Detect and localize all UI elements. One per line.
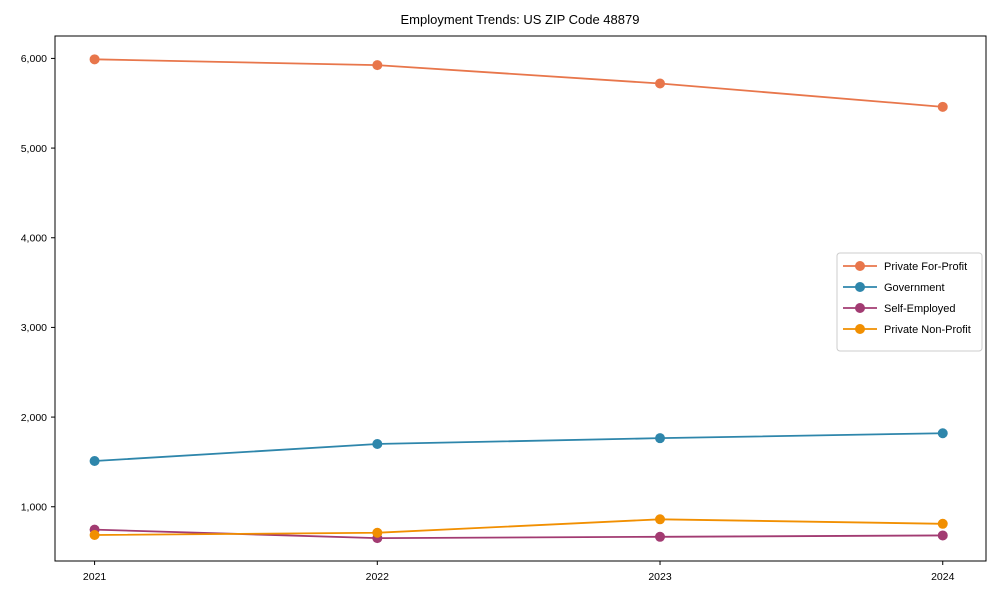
data-point-private-non-profit-2022 [372,527,383,538]
y-axis-tick-label: 3,000 [21,322,47,334]
legend-label-self-employed: Self-Employed [884,303,956,315]
legend-label-private-for-profit: Private For-Profit [884,261,967,273]
legend-marker-self-employed [855,303,865,313]
series-line-government [94,432,943,462]
legend-marker-private-non-profit [855,324,865,334]
y-axis-tick-label: 1,000 [21,502,47,514]
x-axis-tick-label: 2022 [366,571,390,583]
y-axis-tick-label: 2,000 [21,412,47,424]
series-line-private-non-profit [94,518,943,536]
data-point-private-for-profit-2021 [89,54,100,65]
series-line-private-for-profit [94,58,943,108]
data-point-government-2021 [89,456,100,467]
legend-label-private-non-profit: Private Non-Profit [884,324,971,336]
legend-label-government: Government [884,282,945,294]
y-axis-tick-label: 5,000 [21,143,47,155]
data-point-private-for-profit-2024 [937,101,948,112]
x-axis-tick-label: 2024 [931,571,955,583]
plot-area: 1,000 2,000 3,000 4,000 5,000 6,000 2021 2022 20… [21,35,987,583]
chart-title: Employment Trends: US ZIP Code 48879 [401,12,640,27]
data-point-government-2023 [655,433,666,444]
legend-marker-private-for-profit [855,261,865,271]
x-axis-tick-label: 2023 [648,571,672,583]
data-point-private-non-profit-2024 [937,518,948,529]
legend-box [836,252,983,352]
data-point-private-for-profit-2023 [655,78,666,89]
data-point-private-non-profit-2023 [655,514,666,525]
legend: Private For-Profit Government Self-Employe… [836,252,983,352]
data-point-government-2024 [937,428,948,439]
y-axis-tick-label: 6,000 [21,53,47,65]
data-point-self-employed-2024 [937,530,948,541]
x-axis-tick-label: 2021 [83,571,107,583]
data-point-private-non-profit-2021 [89,529,100,540]
data-point-government-2022 [372,438,383,449]
data-point-private-for-profit-2022 [372,60,383,71]
data-point-self-employed-2023 [655,531,666,542]
legend-marker-government [855,282,865,292]
y-axis-tick-label: 4,000 [21,233,47,245]
plot-border [54,35,987,562]
